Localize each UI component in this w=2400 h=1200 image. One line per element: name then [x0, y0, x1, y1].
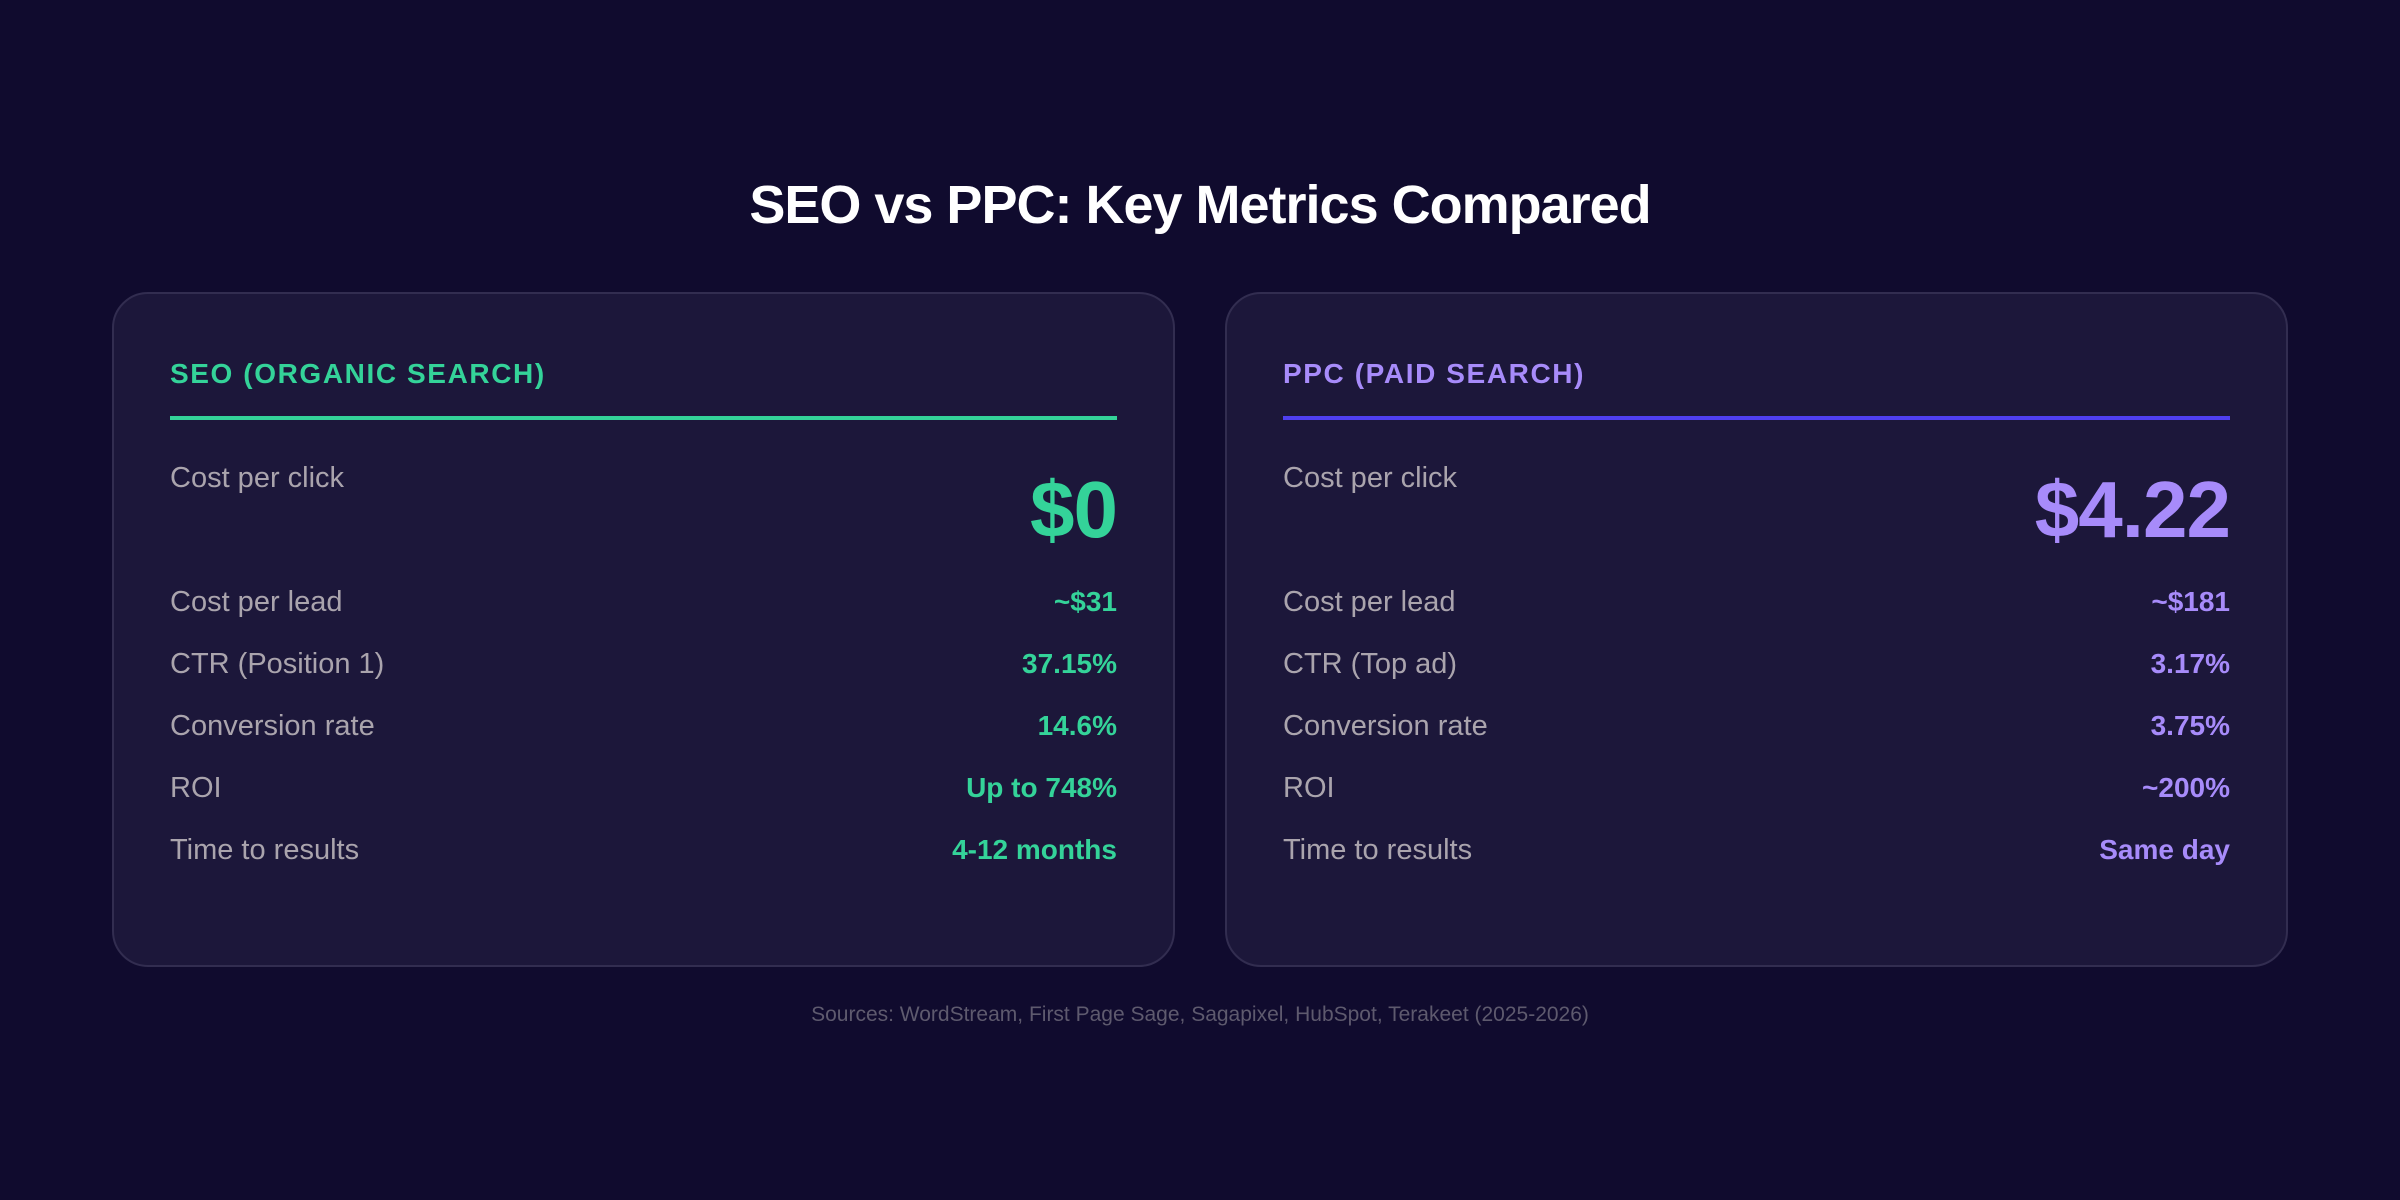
metric-label: Time to results [170, 834, 360, 866]
metric-label: Time to results [1283, 834, 1473, 866]
metric-label: CTR (Top ad) [1283, 648, 1458, 680]
metric-value: 3.75% [2150, 710, 2230, 741]
metric-row-roi: ROI Up to 748% [170, 770, 1117, 806]
metric-value: Same day [2099, 834, 2230, 865]
metric-label: Cost per lead [1283, 586, 1456, 618]
ppc-card-header: PPC (PAID SEARCH) [1283, 358, 1586, 389]
metric-label: Conversion rate [1283, 710, 1488, 742]
metric-row-conversion-rate: Conversion rate 3.75% [1283, 708, 2230, 744]
metric-label: Cost per click [170, 462, 345, 494]
sources-footnote: Sources: WordStream, First Page Sage, Sa… [811, 1003, 1589, 1026]
ppc-card: PPC (PAID SEARCH) Cost per click $4.22 C… [1225, 292, 2288, 967]
seo-card-header: SEO (ORGANIC SEARCH) [170, 358, 546, 389]
metric-row-ctr: CTR (Top ad) 3.17% [1283, 646, 2230, 682]
metric-row-conversion-rate: Conversion rate 14.6% [170, 708, 1117, 744]
metric-value: 14.6% [1037, 710, 1117, 741]
metric-value: 4-12 months [952, 834, 1117, 865]
metric-label: ROI [1283, 772, 1335, 804]
metric-row-roi: ROI ~200% [1283, 770, 2230, 806]
metric-value: Up to 748% [966, 772, 1117, 803]
metric-value: ~200% [2142, 772, 2230, 803]
seo-divider [170, 416, 1117, 420]
ppc-divider [1283, 416, 2230, 420]
page-title: SEO vs PPC: Key Metrics Compared [749, 175, 1651, 235]
metric-row-ctr: CTR (Position 1) 37.15% [170, 646, 1117, 682]
metric-value: ~$181 [2151, 586, 2230, 617]
metric-label: Cost per click [1283, 462, 1458, 494]
metric-value: ~$31 [1053, 586, 1117, 617]
metric-row-cost-per-lead: Cost per lead ~$31 [170, 584, 1117, 620]
metric-value: 3.17% [2150, 648, 2230, 679]
metric-label: Cost per lead [170, 586, 343, 618]
metric-row-cost-per-lead: Cost per lead ~$181 [1283, 584, 2230, 620]
metric-value-highlight: $0 [1030, 465, 1118, 554]
metric-row-cost-per-click: Cost per click $4.22 [1283, 460, 2231, 554]
metric-value-highlight: $4.22 [2034, 465, 2231, 554]
metric-row-time-to-results: Time to results Same day [1283, 832, 2230, 868]
metric-label: ROI [170, 772, 222, 804]
metric-row-time-to-results: Time to results 4-12 months [170, 832, 1117, 868]
metric-label: Conversion rate [170, 710, 375, 742]
metric-value: 37.15% [1022, 648, 1117, 679]
metric-label: CTR (Position 1) [170, 648, 385, 680]
metric-row-cost-per-click: Cost per click $0 [170, 460, 1118, 554]
seo-card: SEO (ORGANIC SEARCH) Cost per click $0 C… [112, 292, 1175, 967]
